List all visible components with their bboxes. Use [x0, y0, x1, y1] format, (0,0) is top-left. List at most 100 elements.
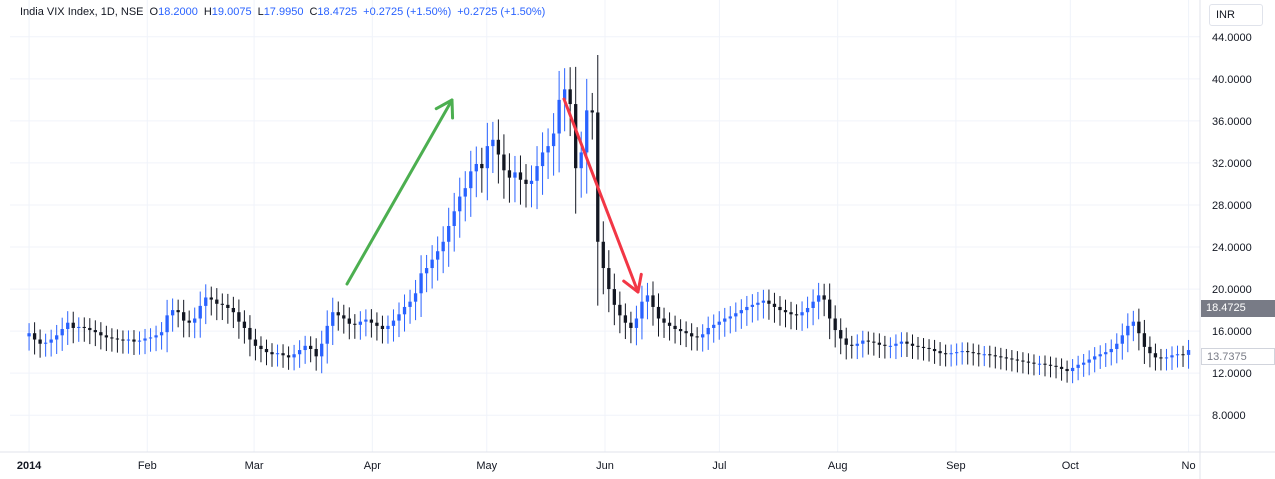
candle — [159, 322, 164, 350]
candle-body — [524, 179, 528, 184]
candle-body — [1186, 350, 1191, 355]
candle-body — [1087, 359, 1091, 363]
candle-body — [634, 318, 639, 328]
candle-body — [93, 330, 97, 333]
candle-body — [618, 304, 622, 316]
candle — [712, 314, 716, 343]
candle-body — [297, 350, 302, 355]
candle — [1054, 357, 1058, 379]
candle — [1026, 353, 1031, 375]
candle — [342, 304, 346, 334]
x-tick-label: Aug — [828, 460, 848, 472]
candle — [540, 132, 545, 195]
candle-body — [502, 154, 506, 171]
candle-body — [424, 268, 429, 274]
candle-body — [988, 354, 992, 356]
candle-body — [126, 339, 131, 341]
candle — [894, 334, 898, 360]
candle-body — [264, 348, 269, 353]
candle — [706, 316, 710, 350]
candle-body — [115, 338, 120, 340]
candle — [513, 155, 517, 203]
arrow-shaft — [345, 98, 454, 286]
candle-body — [612, 289, 616, 305]
x-tick-label: Oct — [1062, 460, 1079, 472]
candle — [27, 323, 31, 351]
candle — [960, 342, 964, 365]
candle-body — [303, 345, 307, 351]
candle — [524, 164, 528, 208]
candle — [104, 325, 109, 352]
candle-body — [943, 353, 948, 355]
candle — [1175, 345, 1180, 368]
candle — [71, 311, 75, 344]
candle-body — [861, 340, 865, 344]
candle — [546, 128, 550, 179]
candle — [430, 245, 434, 289]
candle-body — [165, 315, 169, 333]
y-tick-label: 28.0000 — [1212, 200, 1252, 212]
candle-body — [397, 314, 401, 321]
candle-body — [38, 339, 42, 344]
candle-body — [364, 319, 368, 322]
candle — [391, 309, 396, 342]
x-tick-label: Mar — [245, 460, 264, 472]
candle-body — [883, 344, 887, 346]
candle — [883, 335, 887, 359]
candle — [43, 333, 48, 357]
candle-body — [518, 172, 523, 180]
y-tick-label: 20.0000 — [1212, 284, 1252, 296]
candle — [1037, 355, 1042, 375]
candle-body — [148, 337, 153, 339]
candle — [662, 307, 666, 338]
candle-body — [226, 304, 230, 308]
candle-body — [999, 356, 1003, 358]
candle-body — [579, 152, 583, 169]
candle — [358, 311, 363, 340]
candle-body — [220, 303, 224, 305]
candle-body — [237, 312, 241, 322]
candle-body — [910, 343, 915, 346]
candle-body — [137, 340, 142, 342]
candle — [629, 311, 633, 344]
candle — [463, 171, 467, 222]
candle-body — [596, 112, 600, 242]
candle-body — [645, 295, 650, 302]
candle-body — [805, 307, 810, 313]
candle-body — [706, 327, 710, 335]
candle — [574, 66, 578, 214]
candle-body — [419, 273, 423, 294]
candle-body — [651, 295, 655, 307]
candle — [977, 344, 981, 367]
candle — [739, 299, 743, 329]
legend-change: +0.2725 (+1.50%) — [363, 6, 452, 18]
candle-body — [535, 166, 539, 181]
candle-body — [540, 152, 545, 167]
candle-body — [1004, 357, 1009, 359]
candle — [612, 273, 616, 326]
candle — [927, 339, 931, 362]
y-tick-label: 12.0000 — [1212, 368, 1252, 380]
candle — [364, 309, 368, 337]
candle-body — [574, 104, 578, 169]
x-tick-label: May — [476, 460, 497, 472]
candle — [320, 330, 324, 374]
y-tick-label: 32.0000 — [1212, 158, 1252, 170]
currency-button[interactable]: INR — [1209, 4, 1263, 26]
candle — [910, 334, 915, 359]
candle-body — [66, 322, 70, 330]
candle — [932, 339, 937, 364]
candle — [132, 330, 136, 355]
candle — [673, 315, 677, 344]
candle — [38, 329, 42, 358]
candle — [270, 343, 274, 367]
candle-body — [1142, 333, 1147, 347]
candle-body — [1109, 348, 1113, 353]
candle — [623, 303, 628, 340]
candle — [485, 122, 490, 201]
candle-body — [822, 295, 826, 300]
candle-body — [866, 340, 870, 342]
candle-body — [154, 335, 158, 338]
candle-body — [656, 306, 661, 319]
